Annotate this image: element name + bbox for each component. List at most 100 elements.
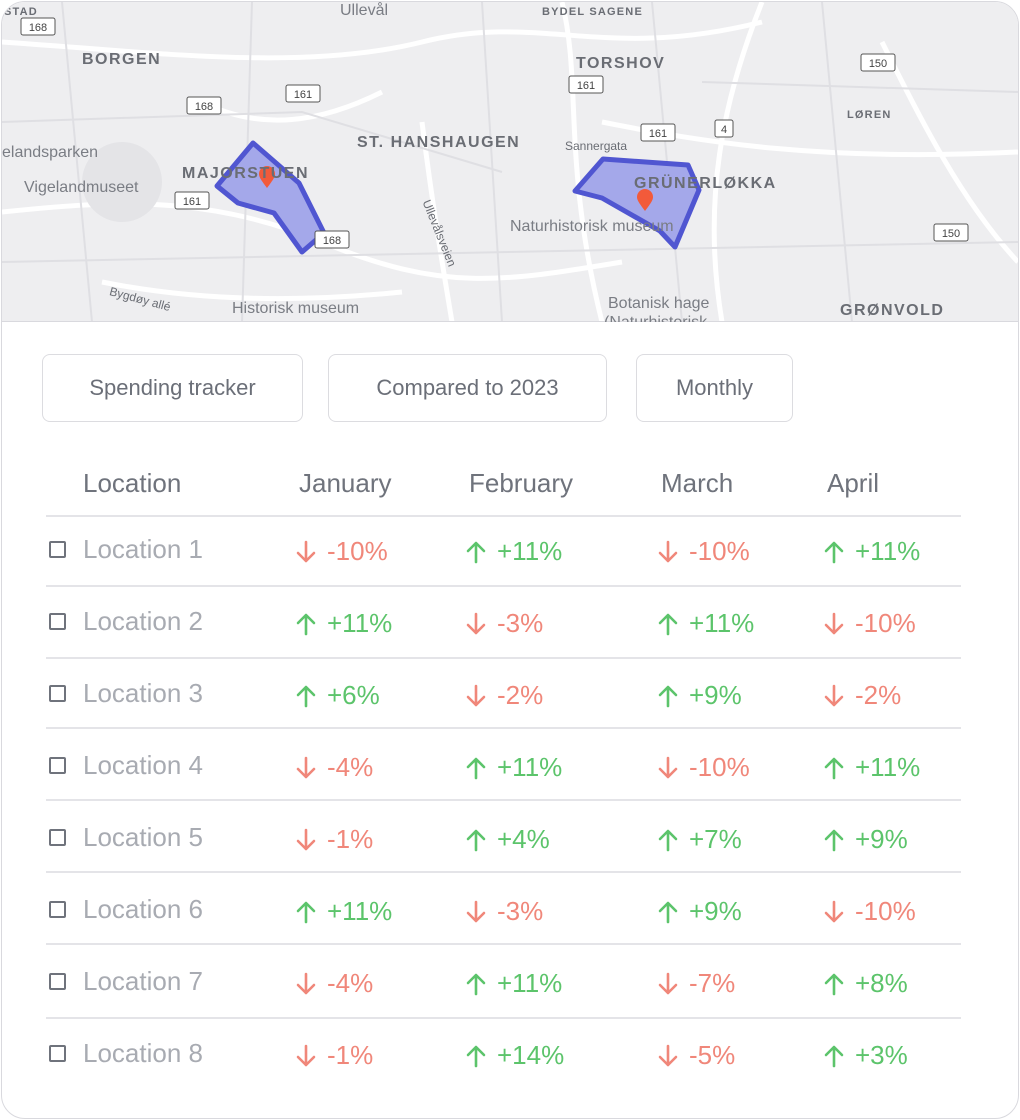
change-cell: -10% [823,896,916,927]
change-cell: -2% [465,680,543,711]
map-label: Sannergata [565,139,627,153]
checkbox[interactable] [49,1045,66,1062]
change-value: +6% [327,680,380,710]
arrow-up [466,757,486,779]
arrow-shape [824,829,844,851]
location-name: Location 7 [83,966,203,996]
change-value: +11% [497,752,563,782]
arrow-down [824,612,844,634]
road-number: 161 [294,89,312,101]
change-value: -4% [327,752,374,782]
arrow-up [466,829,486,851]
map-label: ST. HANSHAUGEN [357,134,520,151]
change-value: +11% [327,896,393,926]
change-value: +4% [497,824,550,854]
road-shield [20,17,56,36]
map[interactable]: STAD 168 Ullevål BYDEL SAGENE BORGEN TORSHOV 1… [2,2,1018,322]
arrow-shape [296,613,316,635]
arrow-shape [296,901,316,923]
location-name: Location 3 [83,678,203,708]
filter-button[interactable]: Compared to 2023 [328,354,607,422]
checkbox[interactable] [49,685,66,702]
row-separator [46,657,961,659]
change-value: -2% [497,680,544,710]
change-value: +11% [327,608,393,638]
area-polygon[interactable] [572,156,702,250]
map-pin[interactable] [637,189,653,211]
change-value: +11% [855,536,921,566]
change-cell: +14% [465,1040,564,1071]
change-cell: +11% [657,608,754,639]
change-value: -10% [855,608,916,638]
checkbox[interactable] [49,757,66,774]
arrow-down [658,756,678,778]
change-value: -4% [327,968,374,998]
road-shield [314,230,350,249]
arrow-shape [466,829,486,851]
column-header: January [299,468,392,498]
park [82,142,162,222]
map-label: Naturhistorisk museum [510,218,674,235]
area-polygon[interactable] [214,140,327,255]
location-name: Location 4 [83,750,203,780]
change-value: -10% [689,752,750,782]
change-cell: +3% [823,1040,908,1071]
arrow-shape [658,972,678,994]
row-separator [46,515,961,517]
change-value: -1% [327,1040,374,1070]
arrow-shape [466,612,486,634]
change-cell: +7% [657,824,742,855]
road-number: 161 [649,128,667,140]
map-pin[interactable] [259,166,275,188]
arrow-shape [296,828,316,850]
change-cell: -7% [657,968,735,999]
location-name: Location 8 [83,1038,203,1068]
checkbox[interactable] [49,973,66,990]
arrow-shape [466,541,486,563]
change-cell: +11% [465,536,562,567]
column-header: March [661,468,734,498]
arrow-shape [296,1044,316,1066]
filter-button[interactable]: Spending tracker [42,354,303,422]
row-separator [46,585,961,587]
arrow-up [824,829,844,851]
arrow-down [296,972,316,994]
change-value: +9% [689,896,742,926]
arrow-shape [466,900,486,922]
location-name: Location 1 [83,534,203,564]
column-header: April [827,468,880,498]
arrow-up [296,613,316,635]
checkbox[interactable] [49,613,66,630]
road-number: 168 [195,101,213,113]
arrow-down [296,756,316,778]
road-shield [933,223,969,242]
change-value: +7% [689,824,742,854]
road-number: 4 [721,124,727,136]
checkbox[interactable] [49,829,66,846]
arrow-down [466,612,486,634]
change-cell: -3% [465,896,543,927]
arrow-shape [824,1045,844,1067]
change-value: +11% [497,536,563,566]
arrow-up [824,1045,844,1067]
arrow-shape [824,900,844,922]
row-separator [46,871,961,873]
filter-button[interactable]: Monthly [636,354,793,422]
location-name: Location 2 [83,606,203,636]
road-shield [568,75,604,94]
location-name: Location 6 [83,894,203,924]
change-cell: -3% [465,608,543,639]
map-label: elandsparken [2,144,98,161]
checkbox[interactable] [49,541,66,558]
arrow-shape [296,972,316,994]
change-cell: -5% [657,1040,735,1071]
road-shield [186,96,222,115]
arrow-shape [824,684,844,706]
checkbox[interactable] [49,901,66,918]
change-cell: +11% [295,896,392,927]
location-name: Location 5 [83,822,203,852]
arrow-up [466,973,486,995]
change-value: -3% [497,608,544,638]
road-number: 168 [29,22,47,34]
change-cell: -4% [295,752,373,783]
